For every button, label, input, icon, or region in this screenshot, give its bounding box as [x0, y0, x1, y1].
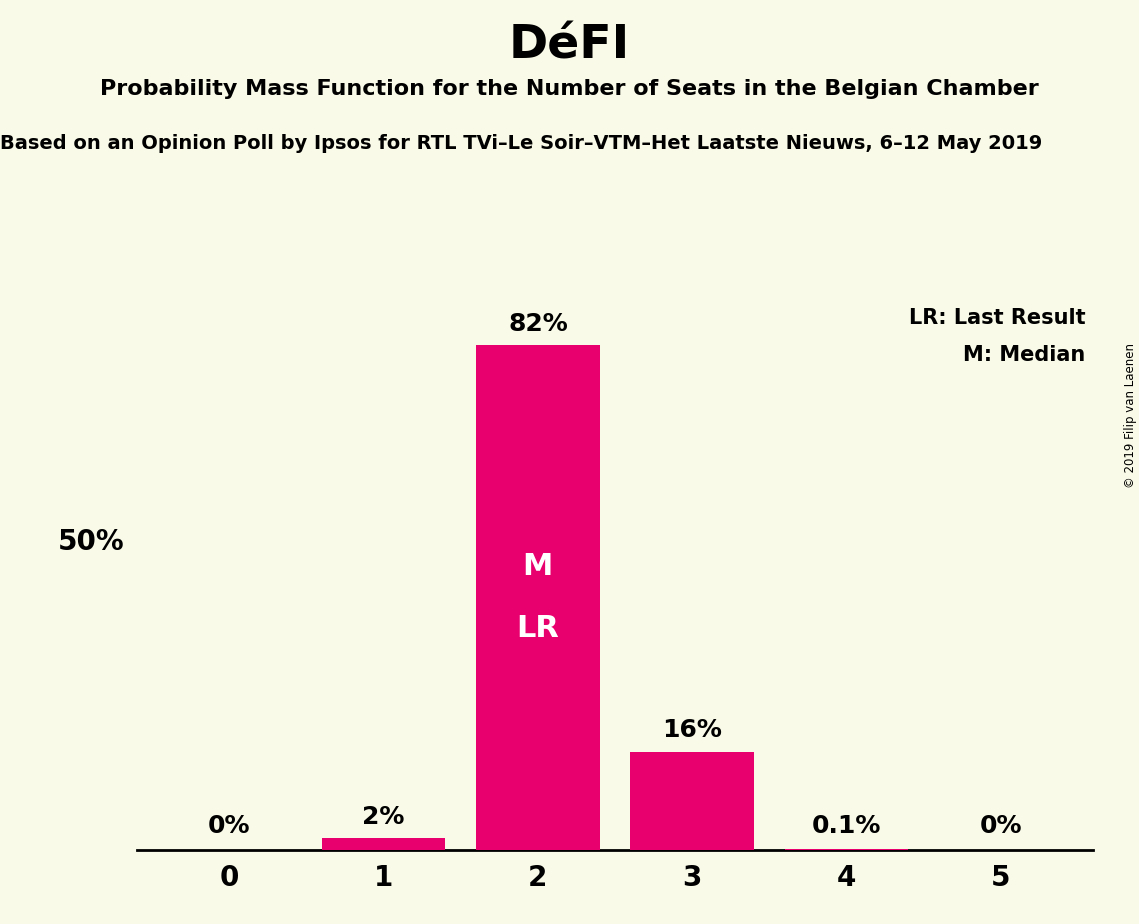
Text: Probability Mass Function for the Number of Seats in the Belgian Chamber: Probability Mass Function for the Number…	[100, 79, 1039, 99]
Text: Based on an Opinion Poll by Ipsos for RTL TVi–Le Soir–VTM–Het Laatste Nieuws, 6–: Based on an Opinion Poll by Ipsos for RT…	[0, 134, 1042, 153]
Text: 50%: 50%	[58, 529, 124, 556]
Text: M: M	[523, 553, 554, 581]
Bar	[476, 345, 599, 850]
Text: LR: LR	[516, 614, 559, 643]
Text: 82%: 82%	[508, 311, 567, 335]
Bar	[322, 838, 445, 850]
Text: 0%: 0%	[208, 814, 251, 838]
Bar	[631, 751, 754, 850]
Text: © 2019 Filip van Laenen: © 2019 Filip van Laenen	[1124, 344, 1137, 488]
Text: LR: Last Result: LR: Last Result	[909, 308, 1085, 328]
Text: M: Median: M: Median	[964, 345, 1085, 365]
Text: 16%: 16%	[662, 718, 722, 742]
Text: 0.1%: 0.1%	[812, 814, 882, 838]
Text: DéFI: DéFI	[509, 23, 630, 68]
Text: 0%: 0%	[980, 814, 1022, 838]
Text: 2%: 2%	[362, 805, 404, 829]
